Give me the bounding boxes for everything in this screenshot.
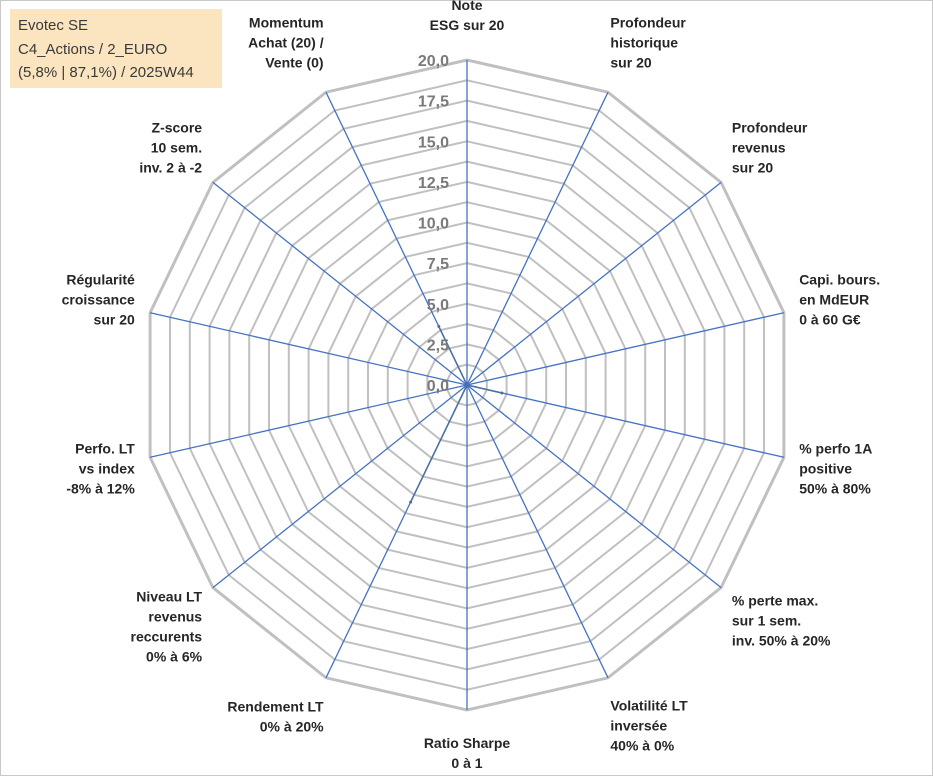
category-label-line: Profondeur	[732, 120, 808, 136]
category-label-line: revenus	[148, 609, 202, 625]
spoke-3	[466, 312, 785, 386]
data-point-8	[409, 500, 413, 504]
tick-label: 2,5	[427, 337, 449, 354]
category-label-line: Ratio Sharpe	[424, 735, 511, 751]
category-label-line: inv. 2 à -2	[139, 160, 202, 176]
category-label-line: ESG sur 20	[430, 17, 505, 33]
category-label-2: Profondeur revenus sur 20	[732, 120, 808, 176]
category-label-line: sur 20	[732, 160, 773, 176]
category-label-line: inv. 50% à 20%	[732, 632, 831, 648]
category-label-line: Z-score	[152, 120, 203, 136]
category-label-line: 0% à 6%	[146, 649, 203, 665]
category-label-9: Niveau LT revenus reccurents 0% à 6%	[131, 589, 203, 665]
category-label-line: % perfo 1A	[799, 440, 872, 456]
tick-label: 12,5	[418, 175, 449, 192]
category-label-line: Volatilité LT	[610, 698, 688, 714]
category-label-line: inversée	[610, 718, 667, 734]
category-label-line: Vente (0)	[265, 55, 323, 71]
category-label-line: % perte max.	[732, 592, 818, 608]
spoke-10	[149, 384, 468, 458]
tick-label: 0,0	[427, 378, 449, 395]
category-label-8: Rendement LT 0% à 20%	[227, 699, 324, 735]
tick-label: 20,0	[418, 53, 449, 70]
category-label-10: Perfo. LT vs index -8% à 12%	[66, 440, 135, 496]
spoke-12	[212, 181, 468, 386]
category-label-12: Z-score 10 sem. inv. 2 à -2	[139, 120, 202, 176]
category-label-line: sur 1 sem.	[732, 612, 801, 628]
category-label-line: 50% à 80%	[799, 480, 871, 496]
category-label-line: 0% à 20%	[260, 719, 324, 735]
spoke-1	[466, 91, 609, 386]
tick-label: 7,5	[427, 256, 449, 273]
category-label-line: sur 20	[610, 55, 651, 71]
series-area-0	[409, 325, 503, 503]
category-label-4: % perfo 1A positive 50% à 80%	[799, 440, 872, 496]
category-label-line: Profondeur	[610, 15, 686, 31]
company-name: Evotec SE	[18, 17, 89, 34]
spoke-11	[149, 312, 468, 386]
category-label-13: Momentum Achat (20) / Vente (0)	[248, 15, 324, 71]
tick-label: 10,0	[418, 216, 449, 233]
spoke-4	[466, 384, 785, 458]
category-label-7: Ratio Sharpe 0 à 1	[424, 735, 511, 771]
category-label-line: -8% à 12%	[66, 480, 135, 496]
data-point-12	[465, 383, 469, 387]
category-label-line: Momentum	[249, 15, 324, 31]
radar-series	[409, 324, 504, 504]
info-box: Evotec SE C4_Actions / 2_EURO (5,8% | 87…	[10, 9, 222, 88]
category-label-5: % perte max. sur 1 sem. inv. 50% à 20%	[732, 592, 831, 648]
category-label-line: en MdEUR	[799, 292, 869, 308]
spoke-5	[466, 384, 722, 589]
category-labels: Note ESG sur 20 Profondeur historique sur 20…	[62, 0, 880, 771]
category-label-line: 0 à 60 G€	[799, 312, 861, 328]
category-label-line: Achat (20) /	[248, 35, 324, 51]
category-label-line: 10 sem.	[151, 140, 202, 156]
spoke-9	[212, 384, 468, 589]
category-label-line: croissance	[62, 292, 135, 308]
category-label-0: Note ESG sur 20	[430, 0, 505, 33]
category-label-line: Note	[451, 0, 482, 13]
category-label-line: revenus	[732, 140, 786, 156]
tick-label: 15,0	[418, 134, 449, 151]
spoke-6	[466, 384, 609, 679]
category-label-line: reccurents	[131, 629, 203, 645]
category-label-line: vs index	[79, 460, 135, 476]
category-label-line: Niveau LT	[136, 589, 202, 605]
category-label-line: Régularité	[66, 272, 135, 288]
tick-label: 17,5	[418, 94, 449, 111]
category-label-11: Régularité croissance sur 20	[62, 272, 135, 328]
tick-label: 5,0	[427, 297, 449, 314]
category-label-3: Capi. bours. en MdEUR 0 à 60 G€	[799, 272, 880, 328]
category-label-6: Volatilité LT inversée 40% à 0%	[610, 698, 688, 754]
category-label-line: sur 20	[94, 312, 135, 328]
portfolio-stats: (5,8% | 87,1%) / 2025W44	[18, 64, 194, 81]
category-label-line: Perfo. LT	[75, 440, 135, 456]
category-label-line: Rendement LT	[227, 699, 324, 715]
category-label-line: positive	[799, 460, 852, 476]
data-point-13	[437, 324, 441, 328]
category-label-line: historique	[610, 35, 678, 51]
category-label-line: 40% à 0%	[610, 738, 674, 754]
spoke-2	[466, 181, 722, 386]
portfolio-name: C4_Actions / 2_EURO	[18, 41, 168, 58]
data-point-4	[500, 391, 504, 395]
category-label-1: Profondeur historique sur 20	[610, 15, 686, 71]
category-label-line: 0 à 1	[451, 755, 482, 771]
radial-tick-labels: 0,0 2,5 5,0 7,5 10,0 12,5 15,0 17,5 20,0	[418, 53, 449, 395]
category-label-line: Capi. bours.	[799, 272, 880, 288]
